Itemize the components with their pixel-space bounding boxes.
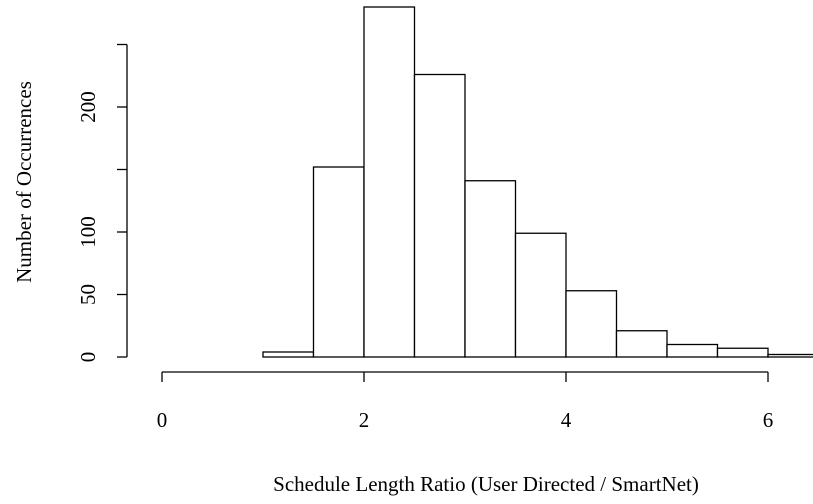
x-tick-label: 2 [359,408,370,432]
y-tick-label: 50 [76,284,100,305]
x-tick-label: 4 [561,408,572,432]
y-tick-label: 0 [76,352,100,363]
y-axis: 0 50 100 200 [76,43,128,363]
histogram-bar [615,330,668,358]
histogram-bar [666,343,719,358]
histogram-bar [312,166,365,358]
histogram-bar [363,6,416,358]
x-tick-label: 6 [763,408,774,432]
histogram-bar [413,73,466,358]
x-axis: 0 2 4 6 [157,371,774,432]
x-tick-label: 0 [157,408,168,432]
histogram-bar [514,232,567,358]
histogram-bar [262,351,315,358]
histogram-bar [464,180,517,358]
x-axis-label: Schedule Length Ratio (User Directed / S… [273,472,699,496]
histogram-bar [716,347,769,358]
y-axis-label: Number of Occurrences [12,81,36,283]
histogram-bar [565,290,618,358]
y-tick-label: 100 [76,216,100,248]
histogram-bars [262,6,813,358]
histogram-bar [767,353,813,358]
y-tick-label: 200 [76,91,100,123]
